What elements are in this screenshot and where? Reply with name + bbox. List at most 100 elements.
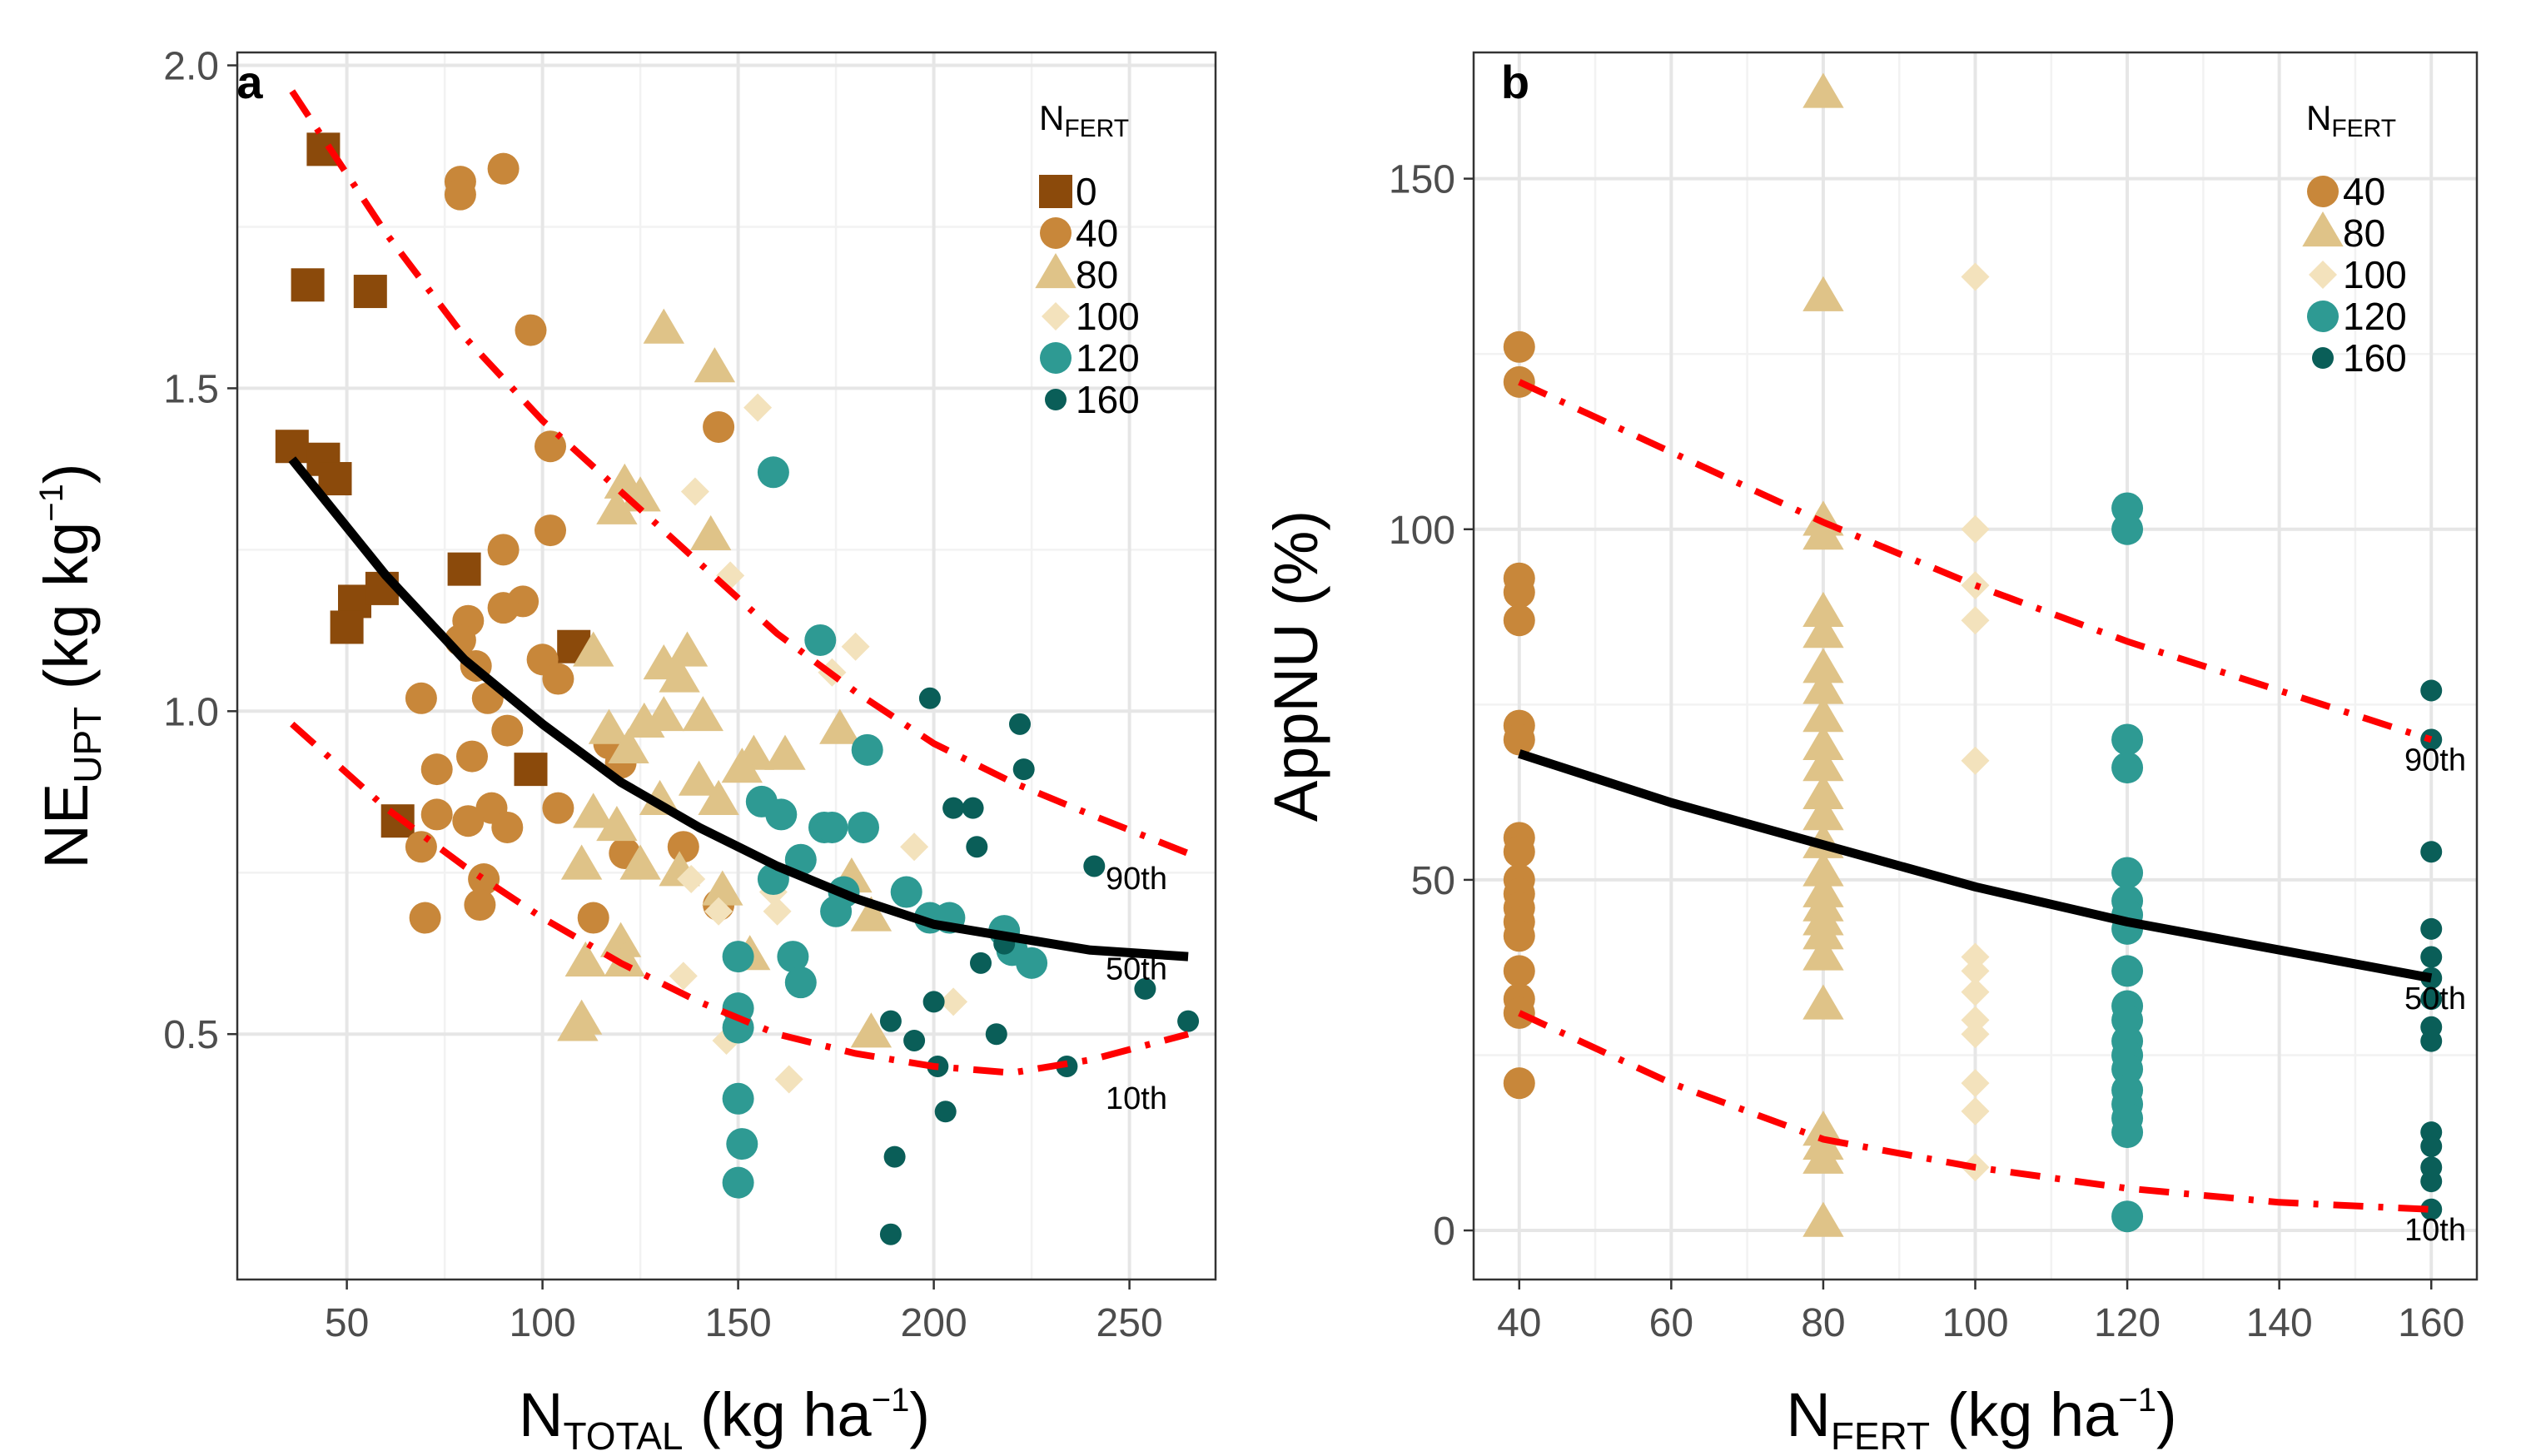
- data-point: [275, 430, 309, 464]
- y-axis-title: AppNU (%): [1261, 510, 1330, 822]
- legend-label: 80: [1076, 253, 1118, 296]
- x-tick-label: 200: [901, 1301, 967, 1345]
- x-axis-title: NFERT (kg ha−1): [1786, 1380, 2176, 1456]
- data-point: [2111, 752, 2144, 784]
- data-point: [557, 1006, 599, 1041]
- x-tick-label: 100: [510, 1301, 576, 1345]
- data-point: [1802, 648, 1844, 683]
- data-point: [577, 902, 609, 934]
- data-point: [619, 844, 661, 880]
- data-point: [330, 610, 364, 644]
- x-tick-label: 40: [1497, 1301, 1541, 1345]
- data-point: [487, 152, 520, 185]
- curve-label-90th: 90th: [2404, 743, 2466, 778]
- data-point: [1961, 514, 1990, 544]
- data-point: [677, 865, 706, 894]
- fit-line-50th: [288, 456, 1189, 962]
- data-point: [1802, 746, 1844, 782]
- data-point: [784, 843, 817, 876]
- data-point: [966, 836, 988, 858]
- data-point: [680, 477, 709, 506]
- data-point: [765, 798, 798, 831]
- y-tick-label: 2.0: [163, 45, 219, 89]
- data-point: [456, 740, 488, 773]
- legend-key: [1040, 217, 1072, 249]
- legend-label: 160: [2343, 336, 2407, 380]
- data-point: [420, 798, 453, 831]
- legend-key: [2307, 301, 2339, 332]
- fit-line-50th: [1518, 749, 2433, 983]
- data-point: [1961, 606, 1990, 635]
- data-point: [970, 952, 992, 974]
- x-tick-label: 150: [705, 1301, 772, 1345]
- data-point: [405, 682, 437, 714]
- data-point: [682, 696, 723, 732]
- y-tick-label: 1.5: [163, 367, 219, 411]
- data-point: [1802, 668, 1844, 704]
- x-tick-label: 250: [1096, 1301, 1163, 1345]
- data-point: [942, 797, 965, 819]
- data-point: [491, 811, 524, 843]
- data-point: [722, 1166, 754, 1199]
- data-point: [1134, 977, 1156, 1000]
- data-point: [542, 792, 574, 824]
- data-point: [1503, 996, 1535, 1029]
- data-point: [2420, 917, 2443, 940]
- legend-entry-120: 120: [1040, 336, 1140, 380]
- legend-entry-100: 100: [1042, 295, 1140, 338]
- data-point: [703, 410, 735, 443]
- x-tick-label: 50: [325, 1301, 369, 1345]
- data-point: [804, 624, 837, 656]
- data-point: [643, 308, 684, 344]
- data-point: [1802, 1201, 1844, 1237]
- legend-key: [1040, 342, 1072, 374]
- x-tick-label: 100: [1942, 1301, 2008, 1345]
- curve-label-10th: 10th: [2404, 1213, 2466, 1248]
- data-point: [573, 793, 614, 828]
- data-point: [514, 753, 548, 787]
- curve-label-10th: 10th: [1106, 1081, 1167, 1116]
- y-tick-label: 100: [1389, 509, 1455, 553]
- data-point: [1083, 855, 1106, 877]
- y-axis-title: NEUPT (kg kg−1): [32, 463, 109, 868]
- data-point: [409, 902, 441, 934]
- legend-key: [2307, 176, 2339, 207]
- legend-entry-40: 40: [1040, 211, 1118, 255]
- data-point: [2420, 988, 2443, 1011]
- data-point: [2111, 513, 2144, 545]
- data-point: [922, 991, 945, 1013]
- data-point: [985, 1023, 1007, 1046]
- x-tick-label: 60: [1649, 1301, 1693, 1345]
- data-point: [883, 1145, 906, 1168]
- data-point: [491, 714, 524, 747]
- legend-entry-80: 80: [2302, 211, 2385, 255]
- legend-title: NFERT: [1039, 98, 1129, 142]
- data-point: [1802, 851, 1844, 887]
- data-point: [1009, 713, 1031, 735]
- legend-key: [1045, 389, 1067, 410]
- data-point: [694, 347, 736, 383]
- data-point: [1802, 724, 1844, 760]
- data-point: [722, 941, 754, 973]
- legend-label: 80: [2343, 211, 2385, 255]
- data-point: [1802, 773, 1844, 809]
- data-point: [573, 631, 614, 667]
- legend-label: 40: [1076, 211, 1118, 255]
- data-point: [560, 844, 603, 880]
- axes: 50 100 150 200 250 0.5 1.0 1.5 2.0: [163, 45, 1162, 1345]
- data-point: [1802, 697, 1844, 733]
- data-point: [1802, 1138, 1844, 1174]
- data-point: [2111, 955, 2144, 987]
- series-nfert-120: [2111, 492, 2144, 1233]
- data-point: [1802, 935, 1844, 971]
- legend-key: [1042, 302, 1070, 330]
- legend-title: NFERT: [2306, 98, 2396, 142]
- legend-entry-100: 100: [2309, 253, 2407, 296]
- data-point: [726, 1128, 758, 1160]
- data-point: [2420, 1170, 2443, 1193]
- data-point: [2420, 946, 2443, 968]
- data-point: [1802, 613, 1844, 648]
